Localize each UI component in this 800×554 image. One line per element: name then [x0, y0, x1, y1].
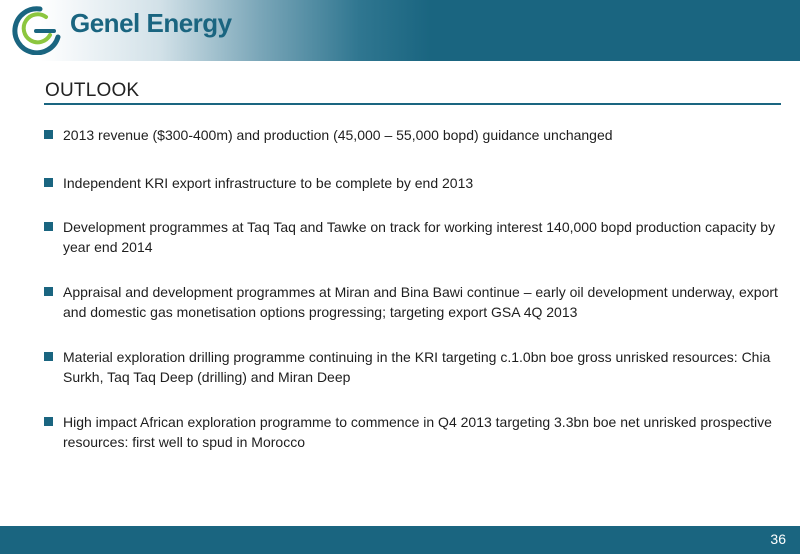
bullet-list: 2013 revenue ($300-400m) and production … [44, 125, 784, 452]
bullet-text: 2013 revenue ($300-400m) and production … [63, 127, 613, 143]
brand-name: Genel Energy [70, 8, 232, 38]
bullet-text: Appraisal and development programmes at … [63, 284, 778, 320]
bullet-item: Independent KRI export infrastructure to… [44, 173, 784, 193]
bullet-text: High impact African exploration programm… [63, 414, 772, 450]
square-bullet-icon [44, 352, 53, 361]
slide-title: OUTLOOK [45, 80, 140, 101]
square-bullet-icon [44, 222, 53, 231]
bullet-item: Development programmes at Taq Taq and Ta… [44, 217, 784, 257]
bullet-text: Development programmes at Taq Taq and Ta… [63, 219, 776, 255]
square-bullet-icon [44, 130, 53, 139]
genel-energy-logo-icon [12, 6, 61, 55]
bullet-text: Independent KRI export infrastructure to… [63, 175, 474, 191]
bullet-item: Appraisal and development programmes at … [44, 282, 784, 322]
bullet-item: 2013 revenue ($300-400m) and production … [44, 125, 784, 145]
header-band: Genel Energy [0, 0, 800, 61]
square-bullet-icon [44, 287, 53, 296]
page-number: 36 [770, 531, 786, 547]
title-divider [44, 103, 781, 105]
square-bullet-icon [44, 178, 53, 187]
footer-band: 36 [0, 526, 800, 554]
square-bullet-icon [44, 417, 53, 426]
bullet-item: Material exploration drilling programme … [44, 347, 784, 387]
bullet-item: High impact African exploration programm… [44, 412, 784, 452]
bullet-text: Material exploration drilling programme … [63, 349, 771, 385]
